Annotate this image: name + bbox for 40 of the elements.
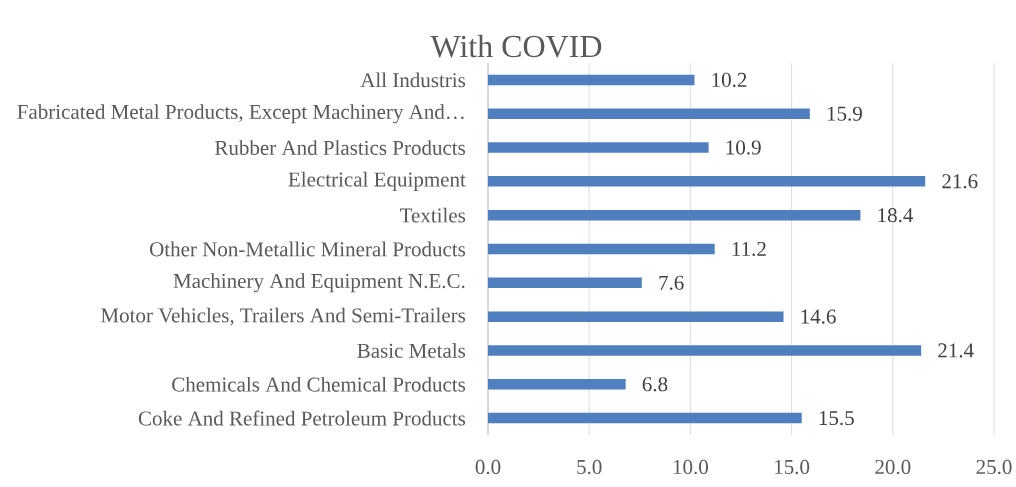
y-tick-label: Fabricated Metal Products, Except Machinery And… [17,104,464,124]
data-label: 21.6 [942,174,978,189]
bar [488,74,695,86]
data-label: 15.5 [819,411,854,426]
data-label: 21.4 [938,343,974,358]
bar [488,108,810,119]
data-label: 14.6 [801,309,836,324]
y-tick-label: Machinery And Equipment N.E.C. [173,273,465,293]
data-label: 11.2 [732,241,766,257]
x-tick-label: 0.0 [475,459,501,475]
bar [488,176,926,187]
bar [488,345,922,356]
x-tick-label: 5.0 [577,459,602,475]
y-tick-label: Coke And Refined Petroleum Products [138,410,466,426]
data-label: 15.9 [827,106,862,121]
data-label: 7.6 [659,275,684,290]
bar [488,379,626,390]
bar [488,142,709,153]
y-tick-label: Rubber And Plastics Products [215,140,466,155]
x-tick-label: 25.0 [976,459,1012,475]
x-tick-label: 15.0 [775,459,810,475]
y-tick-label: Chemicals And Chemical Products [172,376,466,392]
data-label: 6.8 [642,377,668,392]
data-label: 10.9 [726,140,761,155]
x-tick-label: 10.0 [673,459,708,475]
bar [488,412,802,424]
data-label: 18.4 [878,208,914,223]
bar [488,277,642,289]
y-tick-label: Other Non-Metallic Mineral Products [149,241,466,257]
data-label: 10.2 [712,72,747,88]
bar [488,209,861,221]
chart-title: With COVID [430,34,602,58]
y-tick-label: All Industris [360,72,466,88]
bar [488,311,784,322]
y-tick-label: Motor Vehicles, Trailers And Semi-Trailers [101,307,466,326]
y-tick-label: Electrical Equipment [288,171,466,191]
y-tick-label: Textiles [400,207,466,223]
y-tick-label: Basic Metals [357,343,466,358]
x-tick-label: 20.0 [875,459,911,475]
bar [488,243,715,255]
